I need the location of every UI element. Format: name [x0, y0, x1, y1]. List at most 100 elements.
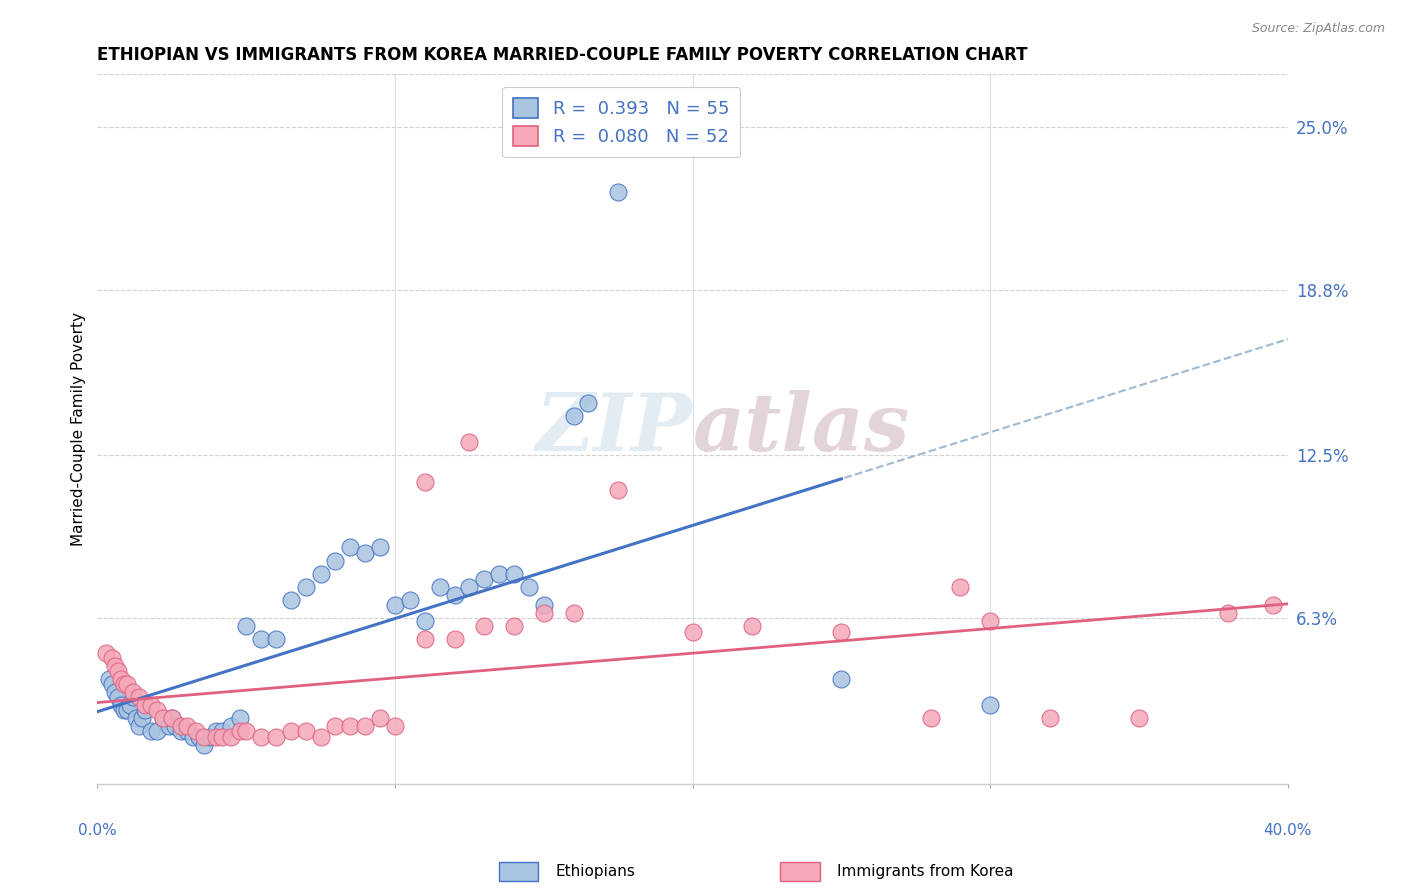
Point	[741, 619, 763, 633]
Point	[339, 541, 361, 555]
Point	[517, 580, 540, 594]
Point	[607, 483, 630, 497]
Point	[1218, 606, 1240, 620]
Point	[96, 646, 118, 660]
Point	[979, 698, 1001, 713]
Point	[979, 614, 1001, 628]
Point	[139, 724, 162, 739]
Point	[110, 698, 132, 713]
Point	[170, 724, 193, 739]
Point	[354, 546, 377, 560]
Text: 40.0%: 40.0%	[1264, 823, 1312, 838]
Point	[131, 711, 153, 725]
Point	[533, 599, 555, 613]
Point	[562, 606, 585, 620]
Point	[1128, 711, 1150, 725]
Point	[413, 614, 436, 628]
Point	[503, 566, 526, 581]
Point	[146, 724, 169, 739]
Point	[128, 719, 150, 733]
Point	[200, 730, 222, 744]
Point	[219, 730, 242, 744]
Point	[115, 677, 138, 691]
Point	[280, 593, 302, 607]
Point	[368, 711, 391, 725]
Point	[264, 632, 287, 647]
Point	[413, 632, 436, 647]
Point	[125, 711, 148, 725]
Point	[205, 730, 228, 744]
Point	[384, 719, 406, 733]
Point	[112, 677, 135, 691]
Point	[1261, 599, 1284, 613]
Point	[170, 719, 193, 733]
Point	[1039, 711, 1062, 725]
Point	[104, 685, 127, 699]
Point	[120, 698, 142, 713]
Point	[181, 730, 204, 744]
Point	[607, 186, 630, 200]
Point	[413, 475, 436, 489]
Point	[107, 690, 129, 705]
Point	[107, 664, 129, 678]
Legend: R =  0.393   N = 55, R =  0.080   N = 52: R = 0.393 N = 55, R = 0.080 N = 52	[502, 87, 740, 157]
Point	[160, 711, 183, 725]
Point	[562, 409, 585, 423]
Point	[472, 619, 495, 633]
Point	[235, 724, 257, 739]
Point	[152, 711, 174, 725]
Point	[110, 672, 132, 686]
Point	[205, 724, 228, 739]
Point	[101, 651, 124, 665]
Point	[830, 624, 852, 639]
Point	[472, 572, 495, 586]
Point	[682, 624, 704, 639]
Point	[458, 580, 481, 594]
Point	[443, 588, 465, 602]
Text: 0.0%: 0.0%	[77, 823, 117, 838]
Point	[920, 711, 942, 725]
Point	[101, 677, 124, 691]
Point	[115, 703, 138, 717]
Point	[949, 580, 972, 594]
Point	[134, 703, 156, 717]
Point	[235, 619, 257, 633]
Point	[139, 698, 162, 713]
Point	[187, 730, 209, 744]
Point	[146, 703, 169, 717]
Point	[325, 719, 347, 733]
Point	[122, 685, 145, 699]
Point	[104, 658, 127, 673]
Point	[219, 719, 242, 733]
Point	[176, 724, 198, 739]
Point	[578, 396, 600, 410]
Point	[229, 724, 252, 739]
Y-axis label: Married-Couple Family Poverty: Married-Couple Family Poverty	[72, 312, 86, 546]
Point	[339, 719, 361, 733]
Point	[184, 724, 207, 739]
Point	[830, 672, 852, 686]
Text: atlas: atlas	[693, 391, 910, 467]
Point	[122, 690, 145, 705]
Point	[354, 719, 377, 733]
Point	[399, 593, 422, 607]
Point	[112, 703, 135, 717]
Point	[264, 730, 287, 744]
Point	[325, 553, 347, 567]
Point	[229, 711, 252, 725]
Point	[294, 580, 316, 594]
Text: Ethiopians: Ethiopians	[555, 864, 636, 879]
Point	[368, 541, 391, 555]
Point	[211, 724, 233, 739]
Text: Immigrants from Korea: Immigrants from Korea	[837, 864, 1014, 879]
Point	[211, 730, 233, 744]
Point	[250, 730, 273, 744]
Point	[384, 599, 406, 613]
Point	[294, 724, 316, 739]
Point	[429, 580, 451, 594]
Point	[134, 698, 156, 713]
Point	[458, 435, 481, 450]
Point	[152, 711, 174, 725]
Point	[503, 619, 526, 633]
Point	[488, 566, 510, 581]
